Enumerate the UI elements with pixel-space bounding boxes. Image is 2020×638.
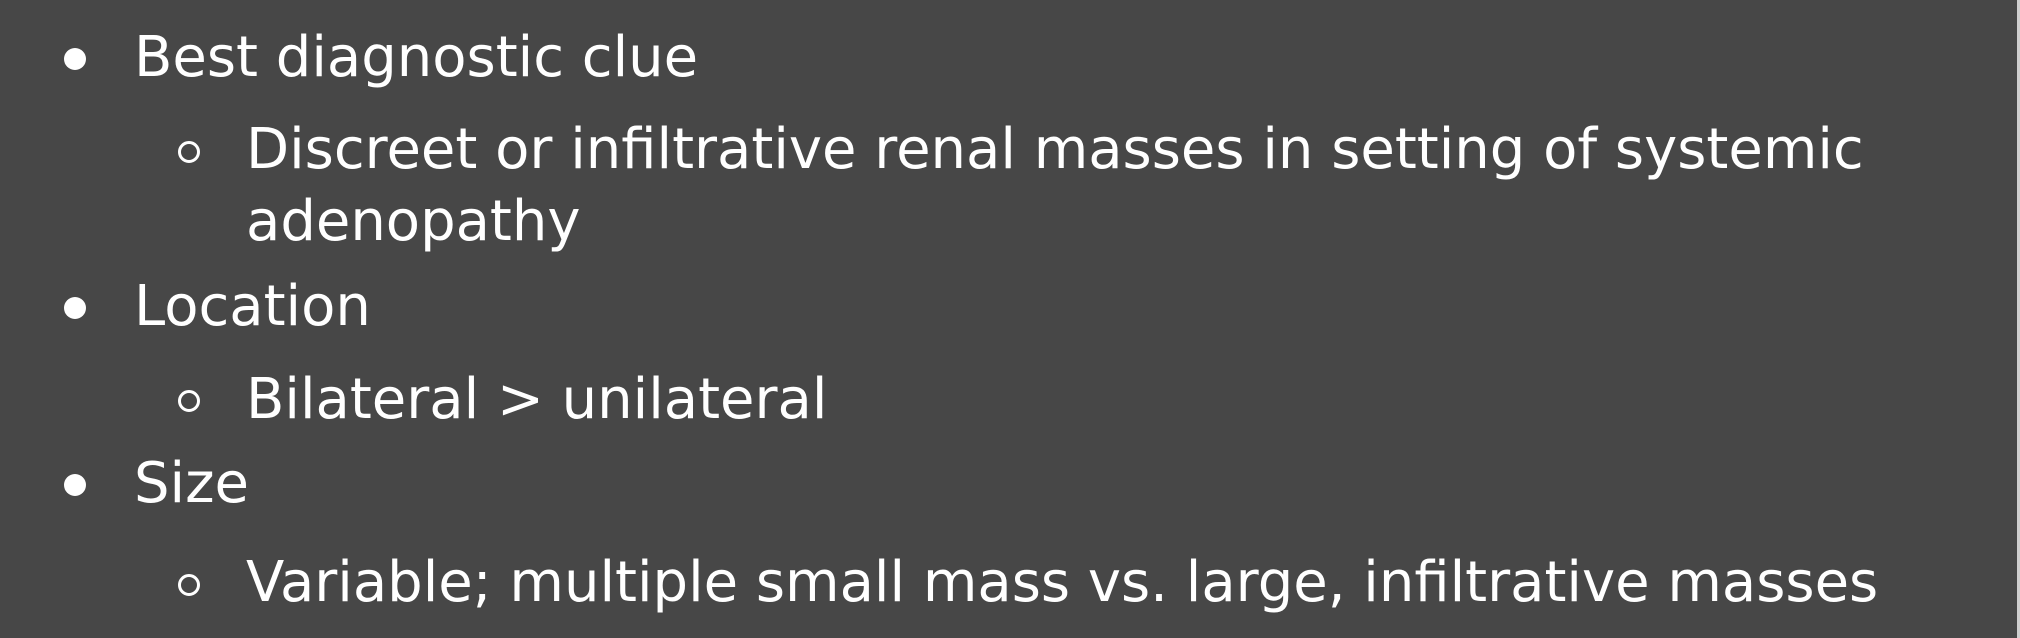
bullet-text: Best diagnostic clue <box>134 25 699 90</box>
bullet-ring-1 <box>178 141 200 163</box>
sub-bullet-text-line1: Bilateral > unilateral <box>246 367 828 432</box>
sub-bullet-text-line1: Variable; multiple small mass vs. large,… <box>246 550 1879 615</box>
bullet-disc-1 <box>64 48 86 70</box>
sub-bullet-item-size: Variable; multiple small mass vs. large,… <box>246 547 1946 619</box>
bullet-item-size: Size <box>134 448 1634 520</box>
sub-bullet-item-diagnostic-clue: Discreet or infiltrative renal masses in… <box>246 114 1946 186</box>
bullet-disc-2 <box>64 297 86 319</box>
bullet-item-location: Location <box>134 271 1634 343</box>
bullet-text: Size <box>134 451 249 516</box>
bullet-text: Location <box>134 274 371 339</box>
sub-bullet-text-line1: Discreet or infiltrative renal masses in… <box>246 117 1864 182</box>
sub-bullet-item-diagnostic-clue-cont: adenopathy <box>246 186 1946 258</box>
sub-bullet-text-line2: adenopathy <box>246 189 581 254</box>
sub-bullet-item-location: Bilateral > unilateral <box>246 364 1946 436</box>
bullet-item-best-diagnostic-clue: Best diagnostic clue <box>134 22 1634 94</box>
bullet-ring-2 <box>178 390 200 412</box>
bullet-disc-3 <box>64 474 86 496</box>
bullet-ring-3 <box>178 574 200 596</box>
slide-right-border <box>2017 0 2020 638</box>
